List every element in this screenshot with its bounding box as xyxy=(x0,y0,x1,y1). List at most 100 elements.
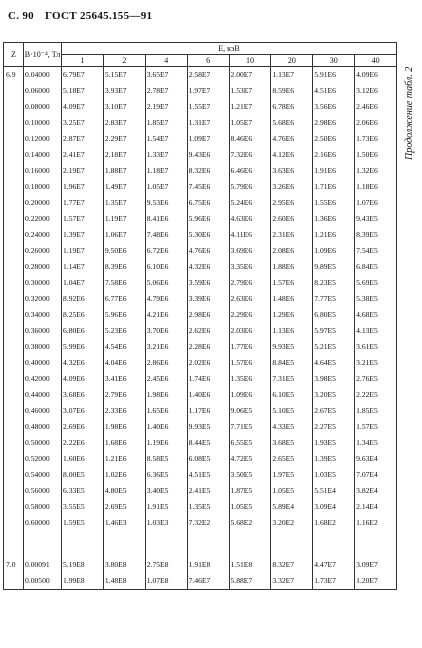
z-cell xyxy=(3,515,24,531)
value-cell: 2.69E5 xyxy=(102,499,146,515)
value-cell: 3.10E7 xyxy=(102,99,146,115)
value-cell: 2.06E6 xyxy=(354,115,397,131)
value-cell: 7.07E4 xyxy=(354,467,397,483)
z-cell xyxy=(3,227,24,243)
z-cell xyxy=(3,435,24,451)
value-cell: 1.59E5 xyxy=(61,515,104,531)
value-cell: 1.06E7 xyxy=(102,227,146,243)
value-cell: 6.75E6 xyxy=(186,195,230,211)
energy-label: 1 xyxy=(61,54,104,67)
value-cell: 1.14E7 xyxy=(61,259,104,275)
value-cell: 7.32E2 xyxy=(186,515,230,531)
table-row: 0.12000 2.87E7 2.29E7 1.54E7 1.09E7 8.46E6 4.7… xyxy=(3,131,397,147)
b-cell: 0.48000 xyxy=(23,419,62,435)
value-cell: 1.87E5 xyxy=(228,483,272,499)
value-cell: 2.29E6 xyxy=(228,307,272,323)
value-cell: 3.63E6 xyxy=(270,163,314,179)
value-cell: 2.78E7 xyxy=(144,83,188,99)
value-cell: 2.86E6 xyxy=(144,355,188,371)
value-cell: 2.00E7 xyxy=(228,66,272,83)
spacer-cell xyxy=(270,531,314,557)
value-cell: 1.88E6 xyxy=(270,259,314,275)
energy-label: 30 xyxy=(312,54,356,67)
value-cell: 5.24E6 xyxy=(228,195,272,211)
value-cell: 1.98E6 xyxy=(144,387,188,403)
value-cell: 6.33E5 xyxy=(61,483,104,499)
table-row: 0.14000 2.41E7 2.18E7 1.33E7 9.43E6 7.32E6 4.1… xyxy=(3,147,397,163)
value-cell: 7.71E5 xyxy=(228,419,272,435)
b-cell: 0.08000 xyxy=(23,99,62,115)
value-cell: 4.79E6 xyxy=(144,291,188,307)
value-cell: 1.71E6 xyxy=(312,179,356,195)
value-cell: 8.25E6 xyxy=(61,307,104,323)
value-cell: 4.51E5 xyxy=(186,467,230,483)
value-cell: 1.85E5 xyxy=(354,403,397,419)
energy-label: 2 xyxy=(102,54,146,67)
value-cell: 5.99E6 xyxy=(61,339,104,355)
z-cell xyxy=(3,291,24,307)
table-row: 0.32000 8.92E6 6.77E6 4.79E6 3.39E6 2.63E6 1.4… xyxy=(3,291,397,307)
spacer-cell xyxy=(228,531,272,557)
value-cell: 4.47E7 xyxy=(312,557,356,573)
value-cell: 5.69E5 xyxy=(354,275,397,291)
value-cell: 3.26E6 xyxy=(270,179,314,195)
value-cell: 1.34E5 xyxy=(354,435,397,451)
value-cell: 1.50E6 xyxy=(354,147,397,163)
value-cell: 4.11E6 xyxy=(228,227,272,243)
b-cell: 0.14000 xyxy=(23,147,62,163)
table-row: 0.44000 3.68E6 2.79E6 1.98E6 1.40E6 1.09E6 6.1… xyxy=(3,387,397,403)
value-cell: 6.10E6 xyxy=(144,259,188,275)
value-cell: 2.19E7 xyxy=(61,163,104,179)
table-row: 0.28000 1.14E7 8.39E6 6.10E6 4.32E6 3.35E6 1.8… xyxy=(3,259,397,275)
b-cell: 0.58000 xyxy=(23,499,62,515)
value-cell: 1.31E7 xyxy=(186,115,230,131)
value-cell: 1.02E6 xyxy=(102,467,146,483)
z-cell xyxy=(3,131,24,147)
value-cell: 7.32E6 xyxy=(228,147,272,163)
value-cell: 2.29E7 xyxy=(102,131,146,147)
value-cell: 1.88E7 xyxy=(102,163,146,179)
spacer-cell xyxy=(144,531,188,557)
value-cell: 8.39E6 xyxy=(102,259,146,275)
value-cell: 3.59E6 xyxy=(186,275,230,291)
value-cell: 1.20E7 xyxy=(354,573,397,590)
spacer-cell xyxy=(23,531,62,557)
z-cell xyxy=(3,259,24,275)
value-cell: 4.04E6 xyxy=(102,355,146,371)
value-cell: 1.04E7 xyxy=(61,275,104,291)
value-cell: 5.51E4 xyxy=(312,483,356,499)
value-cell: 2.14E4 xyxy=(354,499,397,515)
value-cell: 1.05E7 xyxy=(228,115,272,131)
value-cell: 4.09E7 xyxy=(61,99,104,115)
value-cell: 6.79E7 xyxy=(61,66,104,83)
value-cell: 1.85E7 xyxy=(144,115,188,131)
value-cell: 3.21E6 xyxy=(144,339,188,355)
value-cell: 4.12E6 xyxy=(270,147,314,163)
value-cell: 4.51E6 xyxy=(312,83,356,99)
value-cell: 6.08E5 xyxy=(186,451,230,467)
value-cell: 8.23E5 xyxy=(312,275,356,291)
spacer-cell xyxy=(61,531,104,557)
value-cell: 9.43E5 xyxy=(354,211,397,227)
value-cell: 1.40E6 xyxy=(186,387,230,403)
standard-code: ГОСТ 25645.155—91 xyxy=(45,10,153,22)
spacer-cell xyxy=(3,531,24,557)
value-cell: 1.32E6 xyxy=(354,163,397,179)
value-cell: 5.10E5 xyxy=(270,403,314,419)
value-cell: 9.63E4 xyxy=(354,451,397,467)
value-cell: 3.32E7 xyxy=(270,573,314,590)
spacer-cell xyxy=(354,531,397,557)
value-cell: 5.18E7 xyxy=(61,83,104,99)
value-cell: 1.74E6 xyxy=(186,371,230,387)
value-cell: 4.09E6 xyxy=(61,371,104,387)
value-cell: 9.93E5 xyxy=(186,419,230,435)
value-cell: 6.36E5 xyxy=(144,467,188,483)
table-row: 0.06000 5.18E7 3.93E7 2.78E7 1.97E7 1.53E7 8.5… xyxy=(3,83,397,99)
value-cell: 4.09E6 xyxy=(354,66,397,83)
z-cell xyxy=(3,179,24,195)
value-cell: 3.41E6 xyxy=(102,371,146,387)
value-cell: 1.35E6 xyxy=(228,371,272,387)
b-cell: 0.22000 xyxy=(23,211,62,227)
value-cell: 1.05E5 xyxy=(270,483,314,499)
header-row: Z B·10⁻⁴, Тл E, кэВ xyxy=(3,42,397,67)
